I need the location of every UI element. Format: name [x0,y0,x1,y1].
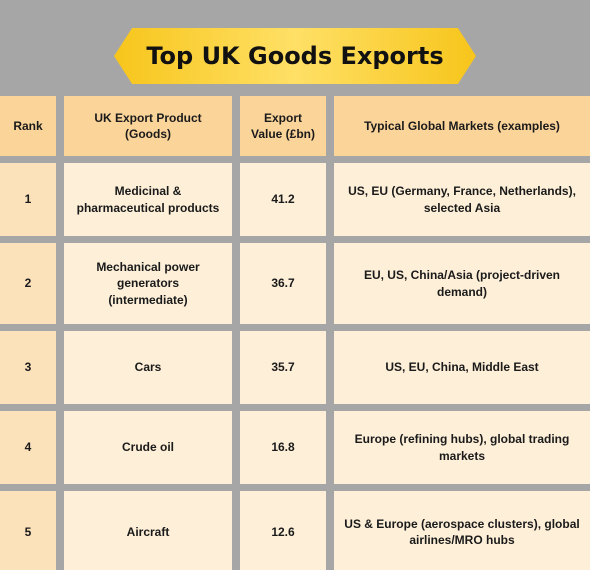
table-row-5-product: Aircraft [64,491,232,570]
table-row-3-product: Cars [64,331,232,404]
table-row-4-value: 16.8 [240,411,326,484]
page-title: Top UK Goods Exports [146,42,444,70]
table-row-1-value: 41.2 [240,163,326,236]
header-rank: Rank [0,96,56,156]
table-row-1-product: Medicinal & pharmaceutical products [64,163,232,236]
exports-table: Rank UK Export Product (Goods) Export Va… [0,96,590,570]
title-banner: Top UK Goods Exports [114,28,476,84]
table-row-3-rank: 3 [0,331,56,404]
table-row-5-rank: 5 [0,491,56,570]
table-row-4-markets: Europe (refining hubs), global trading m… [334,411,590,484]
table-row-1-rank: 1 [0,163,56,236]
table-row-2-rank: 2 [0,243,56,324]
table-row-1-markets: US, EU (Germany, France, Netherlands), s… [334,163,590,236]
table-row-3-markets: US, EU, China, Middle East [334,331,590,404]
table-row-4-product: Crude oil [64,411,232,484]
header-markets: Typical Global Markets (examples) [334,96,590,156]
table-row-4-rank: 4 [0,411,56,484]
table-row-2-value: 36.7 [240,243,326,324]
header-value: Export Value (£bn) [240,96,326,156]
table-row-5-markets: US & Europe (aerospace clusters), global… [334,491,590,570]
table-row-2-product: Mechanical power generators (intermediat… [64,243,232,324]
table-row-5-value: 12.6 [240,491,326,570]
header-product: UK Export Product (Goods) [64,96,232,156]
table-row-3-value: 35.7 [240,331,326,404]
table-row-2-markets: EU, US, China/Asia (project-driven deman… [334,243,590,324]
